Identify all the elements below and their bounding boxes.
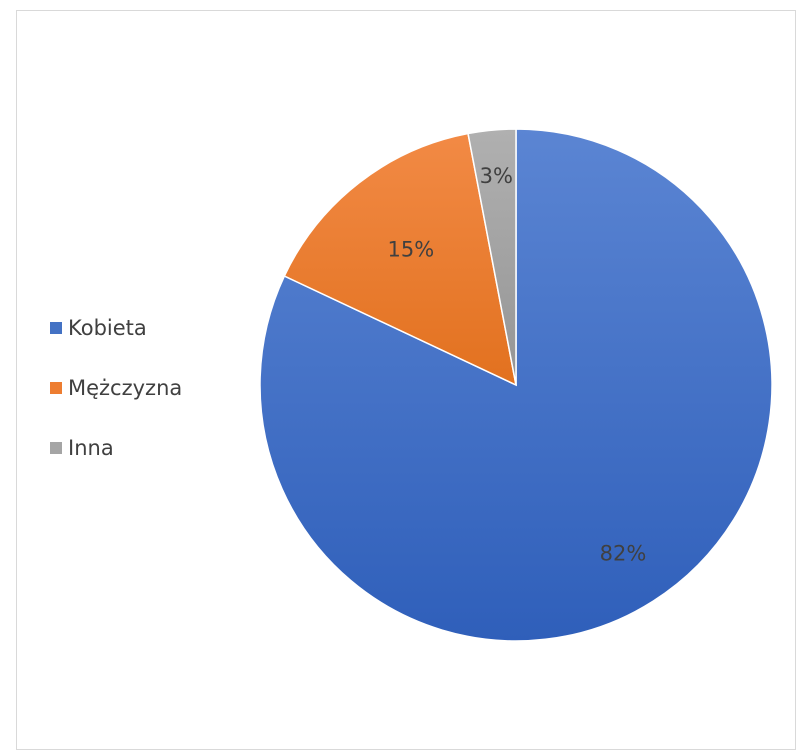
pie-slice-mężczyzna[interactable] xyxy=(283,132,518,387)
legend-swatch xyxy=(50,442,62,454)
data-label-kobieta: 82% xyxy=(600,542,647,566)
legend-label: Inna xyxy=(68,436,114,460)
legend-swatch xyxy=(50,322,62,334)
chart-legend: Kobieta Mężczyzna Inna xyxy=(50,313,240,493)
legend-item-mężczyzna[interactable]: Mężczyzna xyxy=(50,373,240,403)
data-label-inna: 3% xyxy=(480,164,513,188)
data-label-mężczyzna: 15% xyxy=(388,237,435,261)
legend-label: Mężczyzna xyxy=(68,376,183,400)
legend-label: Kobieta xyxy=(68,316,147,340)
legend-item-kobieta[interactable]: Kobieta xyxy=(50,313,240,343)
legend-item-inna[interactable]: Inna xyxy=(50,433,240,463)
pie-slice-inna[interactable] xyxy=(467,128,517,386)
legend-swatch xyxy=(50,382,62,394)
